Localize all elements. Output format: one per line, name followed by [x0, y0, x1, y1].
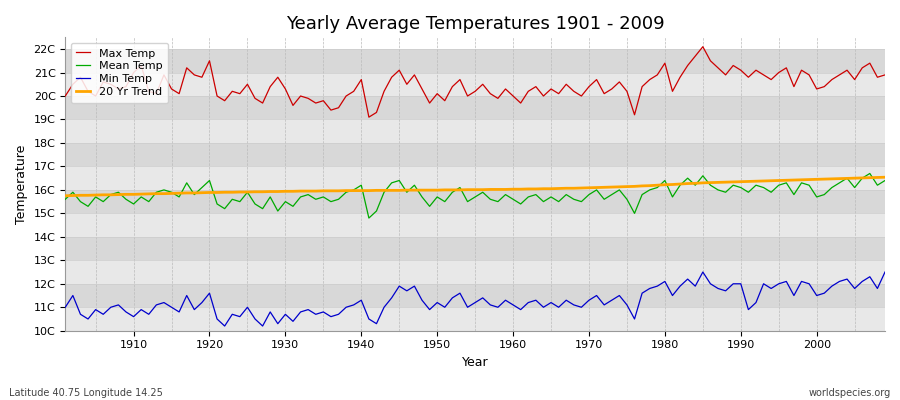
Bar: [66, 72, 885, 96]
Max Temp: [364, 115, 374, 120]
Text: worldspecies.org: worldspecies.org: [809, 388, 891, 398]
20 Yr Trend: [879, 175, 890, 180]
Bar: [66, 237, 885, 260]
20 Yr Trend: [288, 189, 299, 194]
Mean Temp: [364, 216, 374, 220]
Min Temp: [607, 298, 617, 303]
Min Temp: [508, 302, 518, 307]
Max Temp: [508, 94, 518, 98]
Mean Temp: [607, 192, 617, 197]
20 Yr Trend: [598, 185, 609, 190]
Legend: Max Temp, Mean Temp, Min Temp, 20 Yr Trend: Max Temp, Mean Temp, Min Temp, 20 Yr Tre…: [71, 43, 167, 103]
Bar: [66, 49, 885, 72]
Max Temp: [60, 94, 71, 98]
Min Temp: [220, 324, 230, 328]
Max Temp: [698, 44, 708, 49]
Bar: [66, 260, 885, 284]
Line: Max Temp: Max Temp: [66, 47, 885, 117]
Max Temp: [607, 86, 617, 91]
Min Temp: [516, 307, 526, 312]
Text: Latitude 40.75 Longitude 14.25: Latitude 40.75 Longitude 14.25: [9, 388, 163, 398]
Mean Temp: [333, 197, 344, 202]
X-axis label: Year: Year: [462, 356, 489, 369]
Min Temp: [698, 270, 708, 274]
Mean Temp: [864, 171, 875, 176]
Max Temp: [516, 101, 526, 106]
Min Temp: [295, 310, 306, 314]
Max Temp: [879, 72, 890, 77]
Bar: [66, 166, 885, 190]
Mean Temp: [508, 197, 518, 202]
Line: Min Temp: Min Temp: [66, 272, 885, 326]
20 Yr Trend: [60, 193, 71, 198]
Title: Yearly Average Temperatures 1901 - 2009: Yearly Average Temperatures 1901 - 2009: [286, 15, 664, 33]
Mean Temp: [516, 202, 526, 206]
Mean Temp: [288, 204, 299, 209]
Min Temp: [879, 270, 890, 274]
Bar: [66, 213, 885, 237]
Max Temp: [121, 84, 131, 89]
Bar: [66, 307, 885, 331]
Bar: [66, 190, 885, 213]
20 Yr Trend: [508, 187, 518, 192]
Line: 20 Yr Trend: 20 Yr Trend: [66, 177, 885, 196]
Mean Temp: [60, 197, 71, 202]
Mean Temp: [121, 197, 131, 202]
Bar: [66, 284, 885, 307]
Min Temp: [60, 305, 71, 310]
Max Temp: [288, 103, 299, 108]
Max Temp: [333, 105, 344, 110]
Line: Mean Temp: Mean Temp: [66, 174, 885, 218]
Y-axis label: Temperature: Temperature: [15, 144, 28, 224]
Min Temp: [121, 310, 131, 314]
Min Temp: [341, 305, 352, 310]
Mean Temp: [879, 178, 890, 183]
Bar: [66, 143, 885, 166]
20 Yr Trend: [121, 192, 131, 197]
20 Yr Trend: [333, 188, 344, 193]
Bar: [66, 120, 885, 143]
Bar: [66, 96, 885, 120]
20 Yr Trend: [500, 187, 511, 192]
